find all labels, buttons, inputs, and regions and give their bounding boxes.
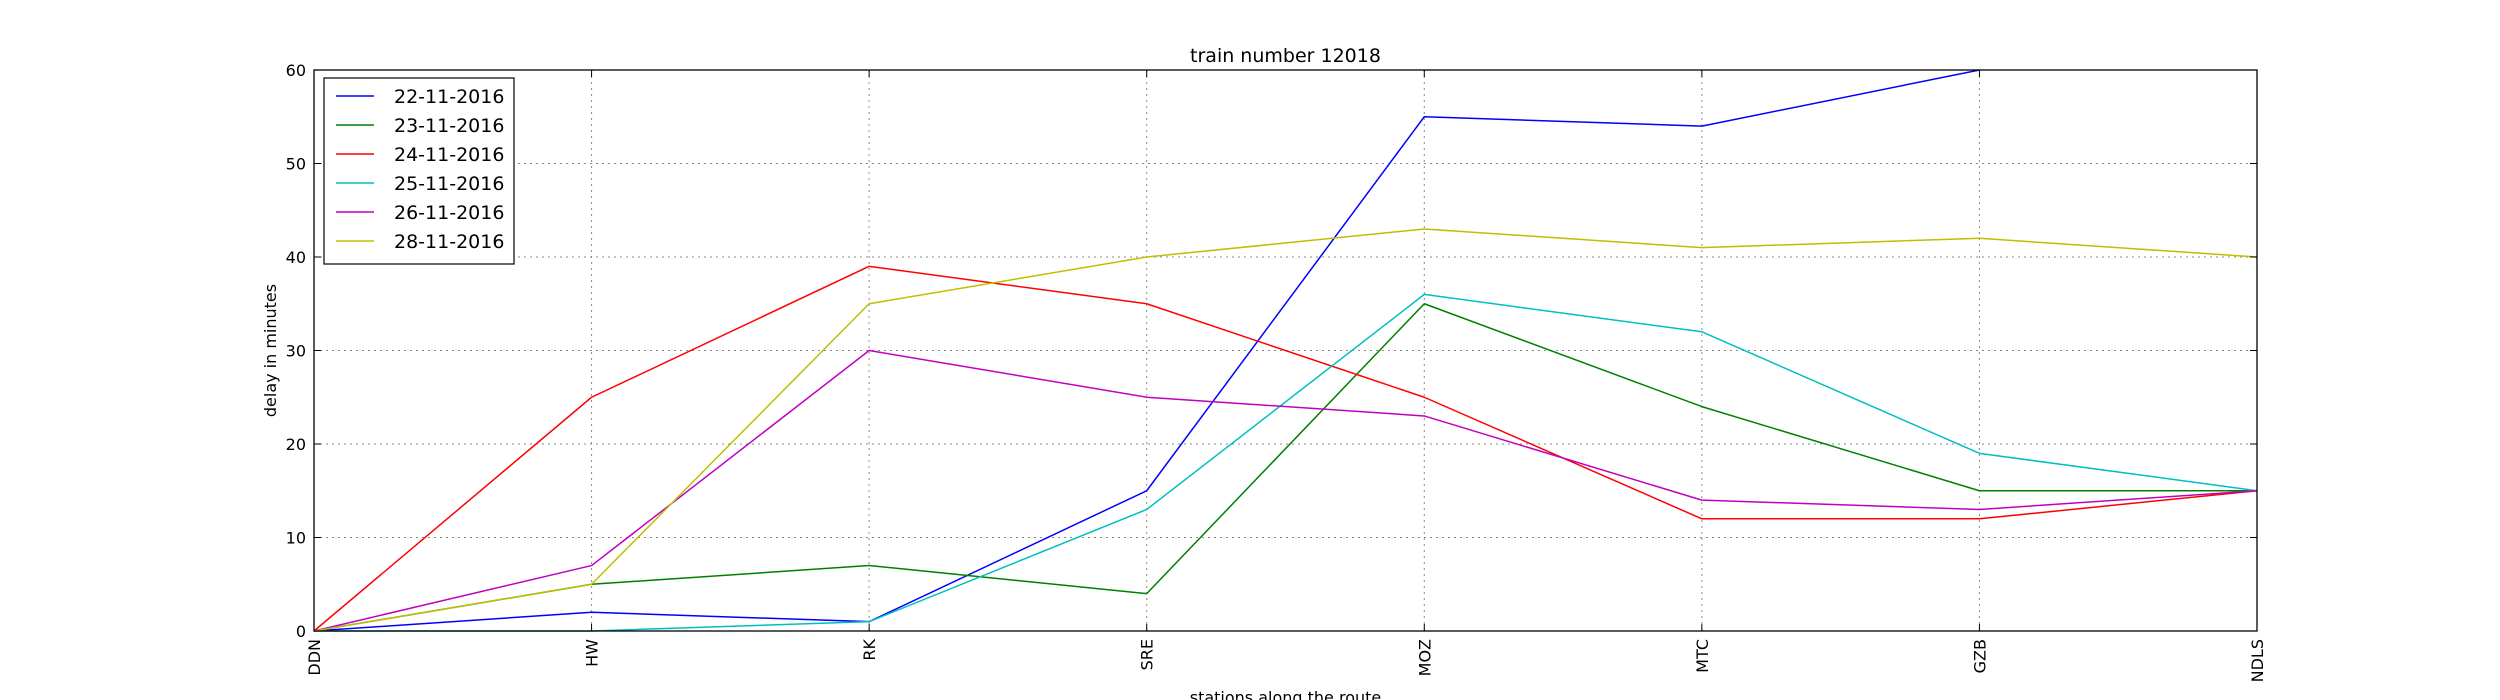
- y-tick-label-20: 20: [286, 435, 306, 454]
- x-tick-label-ndls: NDLS: [2248, 639, 2267, 682]
- x-axis-label: stations along the route: [1190, 688, 1382, 700]
- legend-label-22-11-2016: 22-11-2016: [394, 86, 504, 108]
- series-line-28-11-2016: [313, 228, 2258, 632]
- y-tick-label-40: 40: [286, 248, 306, 267]
- y-axis-label: delay in minutes: [261, 284, 280, 417]
- legend: 22-11-2016 23-11-2016 24-11-2016 25-11-2016…: [323, 77, 515, 265]
- legend-box: [323, 77, 515, 265]
- y-tick-label-50: 50: [286, 155, 306, 174]
- series-line-24-11-2016: [313, 265, 2258, 632]
- series-line-23-11-2016: [313, 303, 2257, 632]
- series-line-26-11-2016: [313, 349, 2258, 632]
- tick-layer: DDN HW RK SRE MOZ MTC GZB NDLS 0 10 20 30 40 50 60: [286, 61, 2267, 682]
- y-tick-label-10: 10: [286, 529, 306, 548]
- series-layer: [313, 69, 2258, 632]
- y-tick-label-0: 0: [296, 622, 306, 641]
- x-tick-label-sre: SRE: [1138, 639, 1157, 670]
- series-line-22-11-2016: [313, 69, 1980, 632]
- chart-title: train number 12018: [1190, 45, 1381, 67]
- x-tick-label-rk: RK: [860, 638, 879, 660]
- x-tick-label-ddn: DDN: [305, 639, 324, 676]
- series-line-25-11-2016: [314, 293, 2258, 632]
- legend-label-26-11-2016: 26-11-2016: [394, 202, 504, 224]
- x-tick-label-moz: MOZ: [1415, 639, 1434, 676]
- legend-label-25-11-2016: 25-11-2016: [394, 173, 504, 195]
- y-tick-label-30: 30: [286, 342, 306, 361]
- legend-label-24-11-2016: 24-11-2016: [394, 144, 504, 166]
- x-tick-label-gzb: GZB: [1970, 639, 1989, 673]
- x-tick-label-mtc: MTC: [1693, 639, 1712, 673]
- legend-label-28-11-2016: 28-11-2016: [394, 231, 504, 253]
- legend-label-23-11-2016: 23-11-2016: [394, 115, 504, 137]
- y-tick-label-60: 60: [286, 61, 306, 80]
- x-tick-label-hw: HW: [583, 639, 602, 667]
